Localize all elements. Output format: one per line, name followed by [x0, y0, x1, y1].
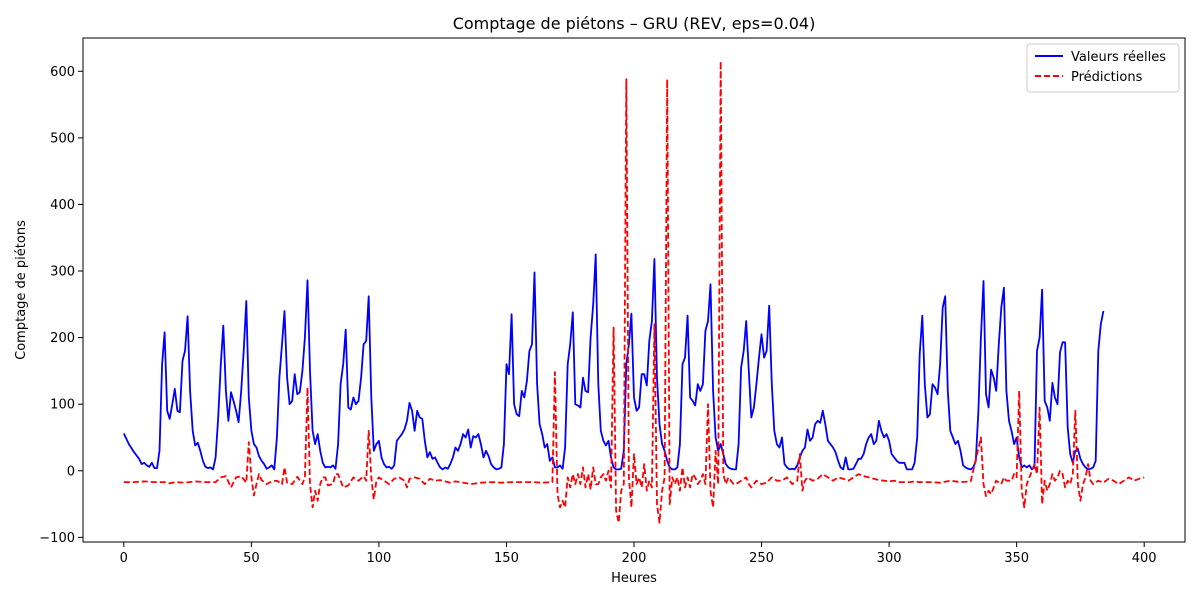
x-tick-label: 300: [877, 551, 902, 566]
legend: Valeurs réelles Prédictions: [1026, 43, 1180, 93]
x-tick-label: 0: [120, 551, 128, 566]
y-tick-label: 0: [67, 464, 75, 479]
y-tick-label: 400: [50, 198, 75, 213]
x-tick-label: 100: [366, 551, 391, 566]
x-tick-label: 400: [1132, 551, 1157, 566]
x-tick-label: 250: [749, 551, 774, 566]
legend-label-pred: Prédictions: [1071, 70, 1143, 85]
x-tick-label: 50: [243, 551, 260, 566]
series-line-real: [122, 253, 1105, 471]
x-axis: 0 50 100 150 200 250 300 350 400: [120, 542, 1157, 566]
y-tick-label: 300: [50, 265, 75, 280]
y-tick-label: −100: [39, 531, 75, 546]
legend-box: [1026, 43, 1180, 93]
y-tick-label: 200: [50, 331, 75, 346]
x-tick-label: 350: [1004, 551, 1029, 566]
series-layer: [122, 60, 1145, 524]
y-axis-title: Comptage de piétons: [14, 220, 29, 360]
series-line-pred: [123, 60, 1145, 524]
y-tick-label: 100: [50, 398, 75, 413]
y-axis: −100 0 100 200 300 400 500 600: [39, 65, 83, 546]
legend-label-real: Valeurs réelles: [1071, 50, 1166, 65]
x-tick-label: 200: [622, 551, 647, 566]
x-axis-title: Heures: [611, 571, 657, 586]
chart-title: Comptage de piétons – GRU (REV, eps=0.04…: [453, 14, 816, 33]
y-tick-label: 600: [50, 65, 75, 80]
x-tick-label: 150: [494, 551, 519, 566]
y-tick-label: 500: [50, 131, 75, 146]
